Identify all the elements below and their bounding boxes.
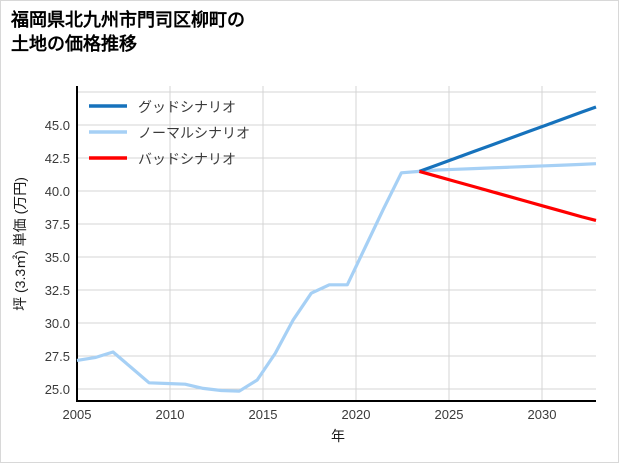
- x-tick-label: 2010: [156, 407, 185, 422]
- series-line-good: [418, 105, 597, 173]
- y-axis-title: 坪 (3.3㎡) 単価 (万円): [12, 177, 28, 311]
- legend-label-normal: ノーマルシナリオ: [138, 125, 250, 141]
- y-tick-label: 35.0: [45, 250, 70, 265]
- x-tick-label: 2030: [528, 407, 557, 422]
- y-tick-label: 45.0: [45, 118, 70, 133]
- title-line-1: 福岡県北九州市門司区柳町の: [11, 10, 245, 30]
- y-tick-label: 32.5: [45, 283, 70, 298]
- x-tick-labels: 2005 2010 2015 2020 2025 2030: [63, 407, 557, 422]
- y-tick-label: 30.0: [45, 316, 70, 331]
- y-tick-label: 27.5: [45, 349, 70, 364]
- y-tick-label: 37.5: [45, 217, 70, 232]
- x-tick-label: 2025: [435, 407, 464, 422]
- chart-legend: グッドシナリオ ノーマルシナリオ バッドシナリオ: [89, 99, 250, 167]
- y-tick-label: 42.5: [45, 151, 70, 166]
- page-title: 福岡県北九州市門司区柳町の 土地の価格推移: [11, 9, 471, 57]
- y-tick-label: 40.0: [45, 184, 70, 199]
- y-tick-label: 25.0: [45, 382, 70, 397]
- x-axis-title: 年: [331, 428, 345, 444]
- y-tick-labels: 25.0 27.5 30.0 32.5 35.0 37.5 40.0 42.5 …: [45, 118, 70, 397]
- x-tick-label: 2005: [63, 407, 92, 422]
- legend-label-good: グッドシナリオ: [138, 99, 236, 115]
- legend-label-bad: バッドシナリオ: [138, 151, 236, 167]
- series-group: [76, 105, 597, 393]
- title-line-2: 土地の価格推移: [11, 33, 137, 54]
- series-line-normal: [76, 162, 597, 393]
- x-tick-label: 2015: [249, 407, 278, 422]
- x-tick-label: 2020: [342, 407, 371, 422]
- axis-spines: [75, 86, 596, 403]
- series-line-bad: [418, 169, 597, 222]
- y-gridlines: [77, 91, 596, 390]
